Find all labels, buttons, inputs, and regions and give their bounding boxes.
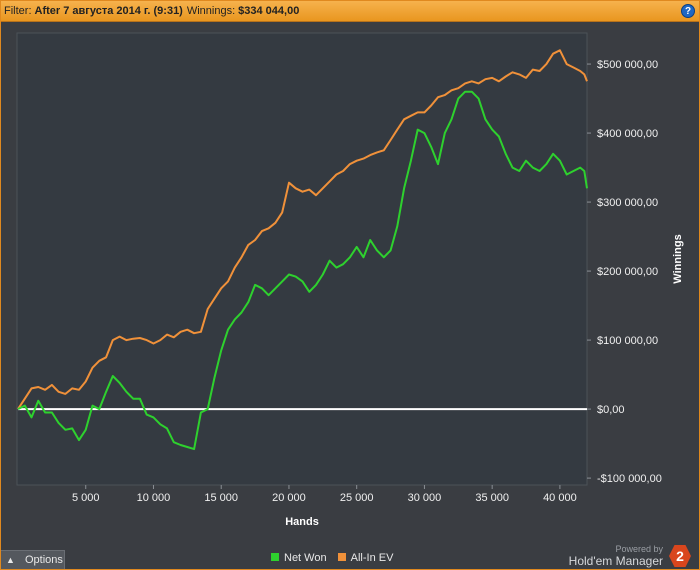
help-icon[interactable]: ? bbox=[681, 4, 695, 18]
y-tick-label: $500 000,00 bbox=[597, 59, 658, 71]
legend-swatch-net-won bbox=[271, 553, 279, 561]
plot-background bbox=[16, 32, 588, 486]
x-tick-label: 35 000 bbox=[475, 492, 509, 504]
options-label: Options bbox=[25, 554, 63, 566]
y-tick-label: $200 000,00 bbox=[597, 266, 658, 278]
y-axis-label: Winnings bbox=[672, 234, 684, 283]
x-tick-label: 25 000 bbox=[340, 492, 374, 504]
chart-legend: Net Won All-In EV bbox=[271, 552, 401, 566]
legend-item-net-won[interactable]: Net Won bbox=[271, 552, 327, 564]
options-button[interactable]: ▲ Options bbox=[1, 550, 65, 569]
x-tick-label: 20 000 bbox=[272, 492, 306, 504]
winnings-label: Winnings: bbox=[186, 5, 236, 17]
y-tick-label: -$100 000,00 bbox=[597, 473, 662, 485]
x-tick-label: 30 000 bbox=[408, 492, 442, 504]
filter-label: Filter: bbox=[4, 5, 32, 17]
powered-by-text: Powered by bbox=[615, 544, 663, 554]
x-tick-label: 40 000 bbox=[543, 492, 577, 504]
brand-block: Powered by Hold'em Manager 2 bbox=[561, 541, 691, 569]
series-lines bbox=[17, 49, 588, 451]
y-tick-label: $100 000,00 bbox=[597, 335, 658, 347]
series-line-all-in-ev bbox=[17, 49, 588, 410]
y-tick-label: $300 000,00 bbox=[597, 197, 658, 209]
x-tick-label: 5 000 bbox=[72, 492, 100, 504]
x-tick-label: 15 000 bbox=[204, 492, 238, 504]
legend-label-net-won: Net Won bbox=[284, 552, 327, 564]
x-tick-label: 10 000 bbox=[137, 492, 171, 504]
filter-bar: Filter: After 7 августа 2014 г. (9:31) Win… bbox=[1, 1, 699, 22]
legend-swatch-all-in-ev bbox=[337, 553, 346, 561]
x-axis-ticks: 5 000 10 000 15 000 20 000 25 000 30 000 35 00… bbox=[72, 485, 577, 504]
winnings-value: $334 044,00 bbox=[238, 5, 300, 17]
y-tick-label: $0,00 bbox=[597, 404, 625, 416]
brand-name: Hold'em Manager bbox=[568, 554, 663, 568]
y-axis-ticks: $500 000,00 $400 000,00 $300 000,00 $200 00… bbox=[587, 59, 662, 485]
series-line-net-won bbox=[17, 90, 588, 451]
legend-label-all-in-ev: All-In EV bbox=[350, 552, 394, 564]
y-tick-label: $400 000,00 bbox=[597, 128, 658, 140]
filter-value: After 7 августа 2014 г. (9:31) bbox=[34, 5, 183, 17]
holdem-manager-logo-icon: 2 bbox=[669, 545, 691, 567]
legend-item-all-in-ev[interactable]: All-In EV bbox=[337, 552, 394, 564]
chevron-up-icon: ▲ bbox=[6, 555, 15, 565]
x-axis-label: Hands bbox=[285, 516, 319, 528]
